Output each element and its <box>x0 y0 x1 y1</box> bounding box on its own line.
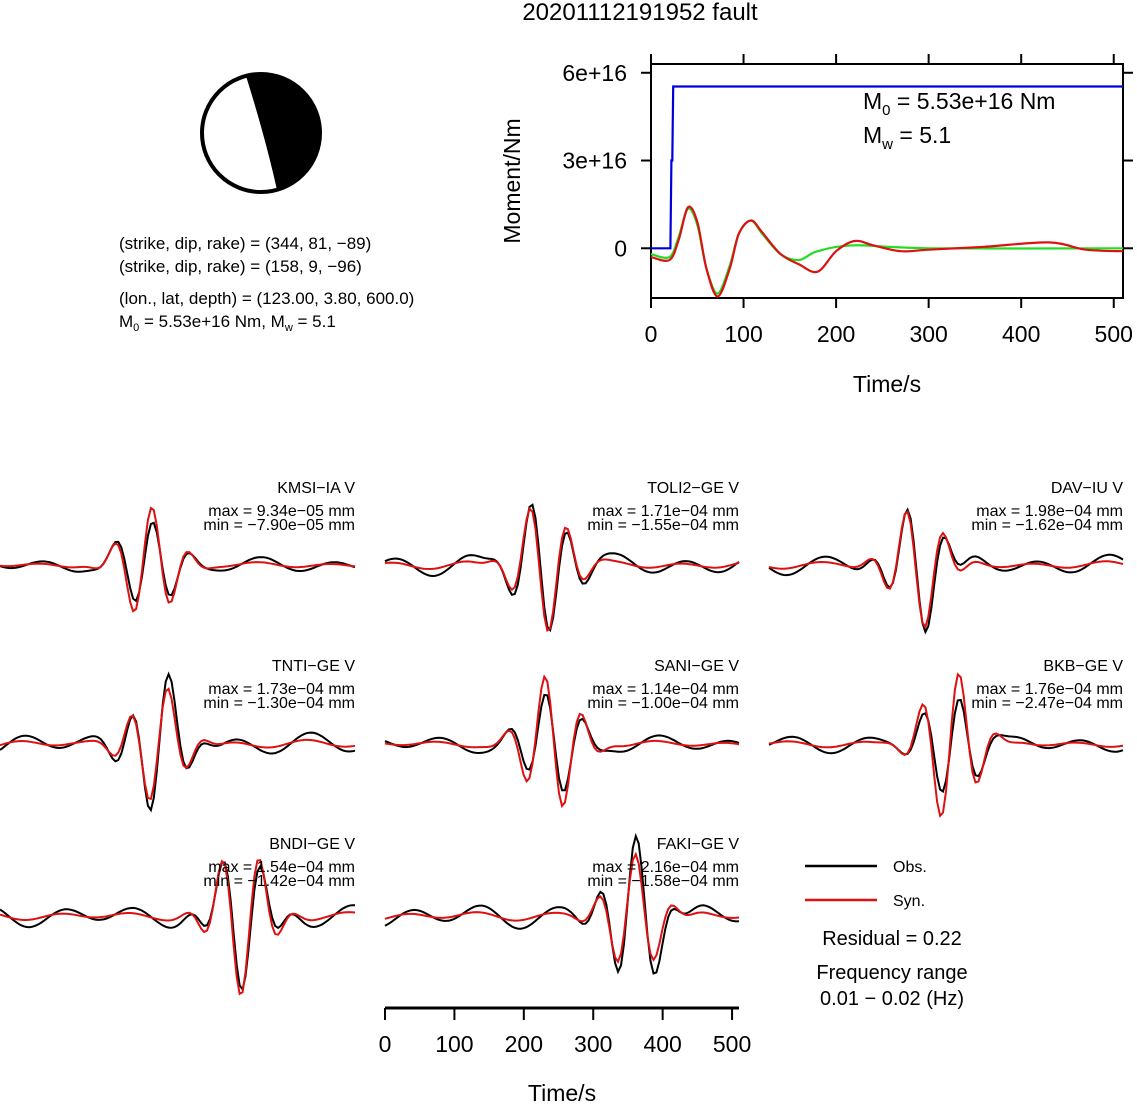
moment-line <box>651 85 1123 250</box>
station-name: SANI−GE V <box>654 658 739 675</box>
synthetic-waveform <box>768 510 1124 630</box>
waveform-time-axis: Time/s 0 100 200 300 400 500 <box>379 1006 751 1104</box>
observed-waveform <box>0 521 356 603</box>
station-max: max = 1.54e−04 mm <box>208 859 355 876</box>
legend-obs-label: Obs. <box>893 859 927 876</box>
station-max: max = 2.16e−04 mm <box>592 859 739 876</box>
station-min: min = −2.47e−04 mm <box>971 695 1123 712</box>
moment-xtick-label: 200 <box>817 321 855 347</box>
station-max: max = 1.14e−04 mm <box>592 681 739 698</box>
frequency-label: Frequency range <box>816 962 967 984</box>
waveform-xtick-label: 0 <box>379 1031 392 1057</box>
location-text: (lon., lat, depth) = (123.00, 3.80, 600.… <box>119 289 414 308</box>
station-name: TNTI−GE V <box>272 658 355 675</box>
figure-title: 20201112191952 fault <box>522 0 758 26</box>
moment-xtick-label: 100 <box>724 321 762 347</box>
moment-y-axis: 0 3e+16 6e+16 <box>562 60 1133 261</box>
legend: Obs. Syn. Residual = 0.22 Frequency rang… <box>805 859 968 1010</box>
synthetic-waveform <box>0 687 356 801</box>
frequency-value: 0.01 − 0.02 (Hz) <box>820 988 964 1010</box>
residual-text: Residual = 0.22 <box>822 928 962 950</box>
moment-xtick-label: 500 <box>1095 321 1133 347</box>
station-name: FAKI−GE V <box>657 836 740 853</box>
beachball <box>200 72 322 194</box>
station-name: BNDI−GE V <box>269 836 355 853</box>
observed-waveform <box>384 832 740 975</box>
observed-waveform <box>0 861 356 992</box>
station-min: min = −7.90e−05 mm <box>203 517 355 534</box>
moment-panel: 0 3e+16 6e+16 0 100 200 300 400 500 Moment/Nm T… <box>499 54 1133 397</box>
moment-xtick-label: 400 <box>1002 321 1040 347</box>
station-max: max = 1.71e−04 mm <box>592 503 739 520</box>
m0-annotation: M0 = 5.53e+16 Nm <box>863 88 1055 119</box>
station-min: min = −1.00e−04 mm <box>587 695 739 712</box>
station-max: max = 1.98e−04 mm <box>976 503 1123 520</box>
moment-x-axis: 0 100 200 300 400 500 <box>645 54 1133 347</box>
station-name: TOLI2−GE V <box>647 480 739 497</box>
moment-xtick-label: 0 <box>645 321 658 347</box>
station-min: min = −1.62e−04 mm <box>971 517 1123 534</box>
moment-ylabel: Moment/Nm <box>499 118 525 243</box>
waveform-xtick-label: 100 <box>435 1031 473 1057</box>
station-min: min = −1.30e−04 mm <box>203 695 355 712</box>
station-min: min = −1.42e−04 mm <box>203 873 355 890</box>
moment-xlabel: Time/s <box>853 371 921 397</box>
moment-rate-green-line <box>650 207 1124 295</box>
moment-xtick-label: 300 <box>909 321 947 347</box>
moment-ytick-label: 3e+16 <box>562 148 627 174</box>
moment-ytick-label: 6e+16 <box>562 60 627 86</box>
moment-ytick-label: 0 <box>614 235 627 261</box>
beachball-compression-quadrant <box>246 73 321 190</box>
synthetic-waveform <box>0 859 356 996</box>
station-name: DAV−IU V <box>1051 480 1124 497</box>
station-max: max = 1.76e−04 mm <box>976 681 1123 698</box>
moment-plot-frame <box>650 63 1124 299</box>
observed-waveform <box>0 671 356 813</box>
waveform-xtick-label: 300 <box>574 1031 612 1057</box>
synthetic-waveform <box>768 672 1124 818</box>
plane2-text: (strike, dip, rake) = (158, 9, −96) <box>119 257 362 276</box>
moment-rate-red-line <box>650 205 1124 298</box>
station-max: max = 1.73e−04 mm <box>208 681 355 698</box>
mw-annotation: Mw = 5.1 <box>863 122 951 153</box>
magnitude-text: M0 = 5.53e+16 Nm, Mw = 5.1 <box>119 312 336 334</box>
waveform-xtick-label: 200 <box>505 1031 543 1057</box>
legend-syn-label: Syn. <box>893 893 925 910</box>
waveform-xtick-label: 400 <box>643 1031 681 1057</box>
station-min: min = −1.55e−04 mm <box>587 517 739 534</box>
observed-waveform <box>768 698 1124 794</box>
waveform-xlabel: Time/s <box>528 1080 596 1104</box>
station-name: BKB−GE V <box>1043 658 1123 675</box>
station-name: KMSI−IA V <box>277 480 355 497</box>
synthetic-waveform <box>384 674 740 809</box>
plane1-text: (strike, dip, rake) = (344, 81, −89) <box>119 234 371 253</box>
station-max: max = 9.34e−05 mm <box>208 503 355 520</box>
station-min: min = −1.58e−04 mm <box>587 873 739 890</box>
moment-series <box>650 85 1124 298</box>
synthetic-waveform <box>384 851 740 964</box>
mechanism-info: (strike, dip, rake) = (344, 81, −89) (st… <box>119 234 414 334</box>
synthetic-waveform <box>0 506 356 613</box>
observed-waveform <box>384 503 740 633</box>
waveform-xtick-label: 500 <box>713 1031 751 1057</box>
synthetic-waveform <box>384 506 740 633</box>
